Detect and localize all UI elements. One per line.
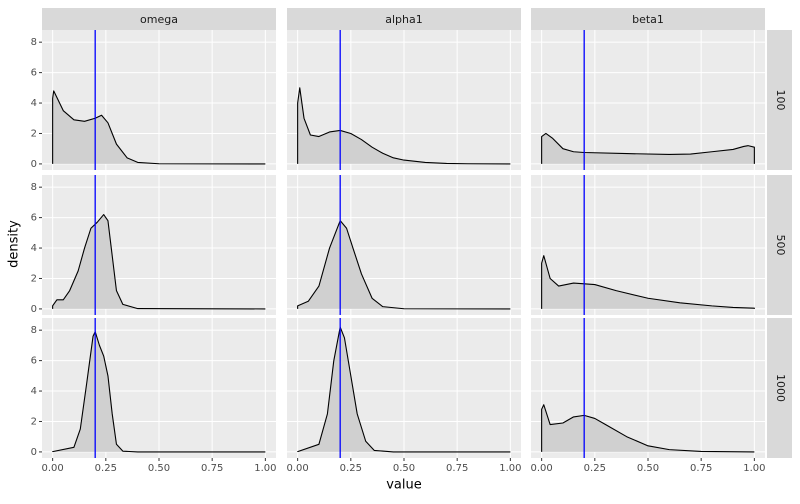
y-tick-label: 0: [31, 447, 37, 458]
y-tick-label: 4: [31, 98, 37, 109]
y-tick-label: 0: [31, 304, 37, 315]
x-tick-label: 1.00: [743, 463, 765, 474]
column-strip-label: omega: [140, 13, 178, 26]
x-tick-label: 0.50: [637, 463, 659, 474]
y-tick-label: 4: [31, 386, 37, 397]
y-tick-label: 6: [31, 68, 37, 79]
x-tick-label: 0.25: [95, 463, 117, 474]
density-area: [297, 87, 511, 164]
density-line: [52, 90, 266, 165]
y-tick-label: 8: [31, 325, 37, 336]
density-area: [297, 327, 511, 452]
y-axis-label: density: [7, 220, 22, 268]
x-tick-label: 0.25: [584, 463, 606, 474]
x-tick-label: 0.50: [393, 463, 415, 474]
x-tick-label: 1.00: [254, 463, 276, 474]
density-line: [297, 220, 511, 310]
density-area: [52, 331, 266, 452]
density-line: [541, 404, 755, 453]
density-line: [541, 255, 755, 309]
column-strip: [287, 8, 521, 30]
column-strip: [531, 8, 765, 30]
x-tick-label: 0.75: [690, 463, 712, 474]
row-strip-label: 500: [774, 235, 787, 256]
y-tick-label: 8: [31, 182, 37, 193]
density-area: [52, 90, 266, 164]
x-tick-label: 1.00: [499, 463, 521, 474]
row-strip-label: 100: [774, 90, 787, 111]
column-strip: [42, 8, 276, 30]
density-line: [297, 326, 511, 453]
row-strip: [767, 30, 792, 170]
row-strip: [767, 318, 792, 458]
row-strip-label: 1000: [774, 374, 787, 402]
density-line: [52, 331, 266, 453]
density-line: [541, 132, 755, 164]
density-area: [541, 404, 755, 452]
x-tick-label: 0.75: [446, 463, 468, 474]
density-line: [52, 214, 266, 310]
y-tick-label: 6: [31, 356, 37, 367]
x-tick-label: 0.00: [287, 463, 309, 474]
y-tick-label: 2: [31, 273, 37, 284]
y-tick-label: 6: [31, 213, 37, 224]
density-area: [541, 133, 755, 164]
density-line: [297, 87, 511, 165]
x-axis-label: value: [386, 478, 422, 493]
row-strip: [767, 175, 792, 315]
y-tick-label: 2: [31, 416, 37, 427]
x-tick-label: 0.50: [148, 463, 170, 474]
y-tick-label: 8: [31, 37, 37, 48]
x-tick-label: 0.75: [201, 463, 223, 474]
density-area: [541, 255, 755, 309]
y-tick-label: 2: [31, 128, 37, 139]
y-tick-label: 0: [31, 159, 37, 170]
y-tick-label: 4: [31, 243, 37, 254]
column-strip-label: alpha1: [385, 13, 423, 26]
x-tick-label: 0.00: [42, 463, 64, 474]
x-tick-label: 0.00: [531, 463, 553, 474]
x-tick-label: 0.25: [340, 463, 362, 474]
column-strip-label: beta1: [632, 13, 664, 26]
density-area: [52, 214, 266, 309]
